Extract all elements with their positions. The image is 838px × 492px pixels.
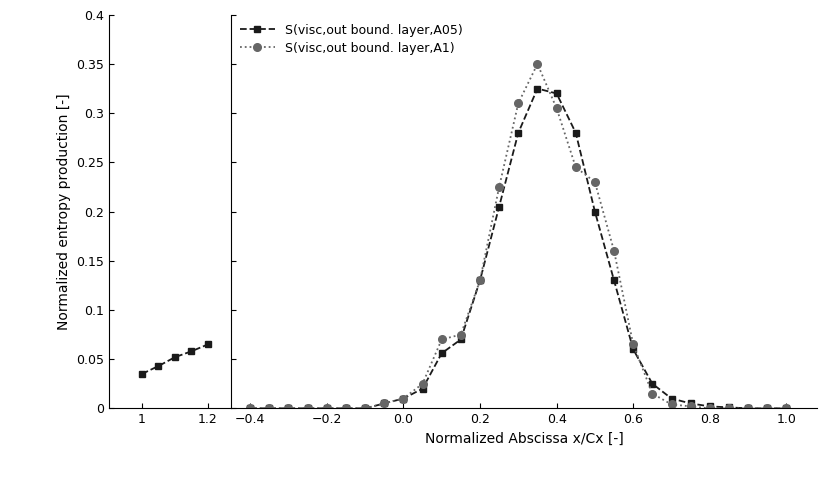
S(visc,out bound. layer,A1) (303, 405, 313, 411)
S(visc,out bound. layer,A05) (264, 405, 274, 411)
S(visc,out bound. layer,A05) (360, 405, 370, 411)
S(visc,out bound. layer,A05) (380, 400, 390, 406)
S(visc,out bound. layer,A05) (781, 405, 791, 411)
S(visc,out bound. layer,A05) (398, 396, 408, 401)
S(visc,out bound. layer,A05) (705, 403, 715, 409)
S(visc,out bound. layer,A1) (398, 396, 408, 401)
S(visc,out bound. layer,A05) (494, 204, 504, 210)
S(visc,out bound. layer,A1) (341, 405, 351, 411)
S(visc,out bound. layer,A1) (781, 405, 791, 411)
S(visc,out bound. layer,A1) (437, 337, 447, 342)
S(visc,out bound. layer,A05) (590, 209, 600, 215)
S(visc,out bound. layer,A05) (685, 400, 696, 406)
S(visc,out bound. layer,A1) (628, 341, 639, 347)
S(visc,out bound. layer,A1) (590, 179, 600, 185)
S(visc,out bound. layer,A1) (609, 248, 619, 254)
S(visc,out bound. layer,A1) (360, 405, 370, 411)
S(visc,out bound. layer,A1) (647, 391, 657, 397)
S(visc,out bound. layer,A05) (341, 405, 351, 411)
S(visc,out bound. layer,A05) (609, 277, 619, 283)
S(visc,out bound. layer,A1) (763, 405, 773, 411)
Line: S(visc,out bound. layer,A1): S(visc,out bound. layer,A1) (246, 60, 790, 412)
S(visc,out bound. layer,A05) (647, 381, 657, 387)
S(visc,out bound. layer,A1) (571, 164, 581, 170)
S(visc,out bound. layer,A05) (417, 386, 427, 392)
S(visc,out bound. layer,A1) (246, 405, 256, 411)
S(visc,out bound. layer,A05) (763, 405, 773, 411)
S(visc,out bound. layer,A05) (456, 337, 466, 342)
S(visc,out bound. layer,A05) (246, 405, 256, 411)
S(visc,out bound. layer,A05) (743, 405, 753, 411)
S(visc,out bound. layer,A05) (303, 405, 313, 411)
S(visc,out bound. layer,A1) (380, 400, 390, 406)
S(visc,out bound. layer,A1) (705, 405, 715, 411)
S(visc,out bound. layer,A05) (513, 130, 523, 136)
S(visc,out bound. layer,A05) (666, 396, 676, 401)
S(visc,out bound. layer,A1) (724, 405, 734, 411)
X-axis label: Normalized Abscissa x/Cx [-]: Normalized Abscissa x/Cx [-] (425, 432, 623, 446)
Line: S(visc,out bound. layer,A05): S(visc,out bound. layer,A05) (246, 85, 790, 412)
S(visc,out bound. layer,A05) (724, 404, 734, 410)
S(visc,out bound. layer,A1) (551, 105, 561, 111)
S(visc,out bound. layer,A1) (513, 100, 523, 106)
S(visc,out bound. layer,A1) (283, 405, 293, 411)
S(visc,out bound. layer,A05) (628, 346, 639, 352)
S(visc,out bound. layer,A05) (532, 86, 542, 92)
S(visc,out bound. layer,A1) (264, 405, 274, 411)
Y-axis label: Normalized entropy production [-]: Normalized entropy production [-] (56, 93, 70, 330)
S(visc,out bound. layer,A1) (494, 184, 504, 190)
S(visc,out bound. layer,A1) (322, 405, 332, 411)
S(visc,out bound. layer,A05) (437, 350, 447, 356)
S(visc,out bound. layer,A1) (666, 401, 676, 407)
Legend: S(visc,out bound. layer,A05), S(visc,out bound. layer,A1): S(visc,out bound. layer,A05), S(visc,out… (235, 19, 468, 60)
S(visc,out bound. layer,A1) (417, 381, 427, 387)
S(visc,out bound. layer,A1) (475, 277, 485, 283)
S(visc,out bound. layer,A1) (685, 403, 696, 409)
S(visc,out bound. layer,A1) (532, 61, 542, 67)
S(visc,out bound. layer,A05) (322, 405, 332, 411)
S(visc,out bound. layer,A05) (283, 405, 293, 411)
S(visc,out bound. layer,A05) (551, 91, 561, 96)
S(visc,out bound. layer,A05) (571, 130, 581, 136)
S(visc,out bound. layer,A1) (743, 405, 753, 411)
S(visc,out bound. layer,A05) (475, 277, 485, 283)
S(visc,out bound. layer,A1) (456, 332, 466, 338)
